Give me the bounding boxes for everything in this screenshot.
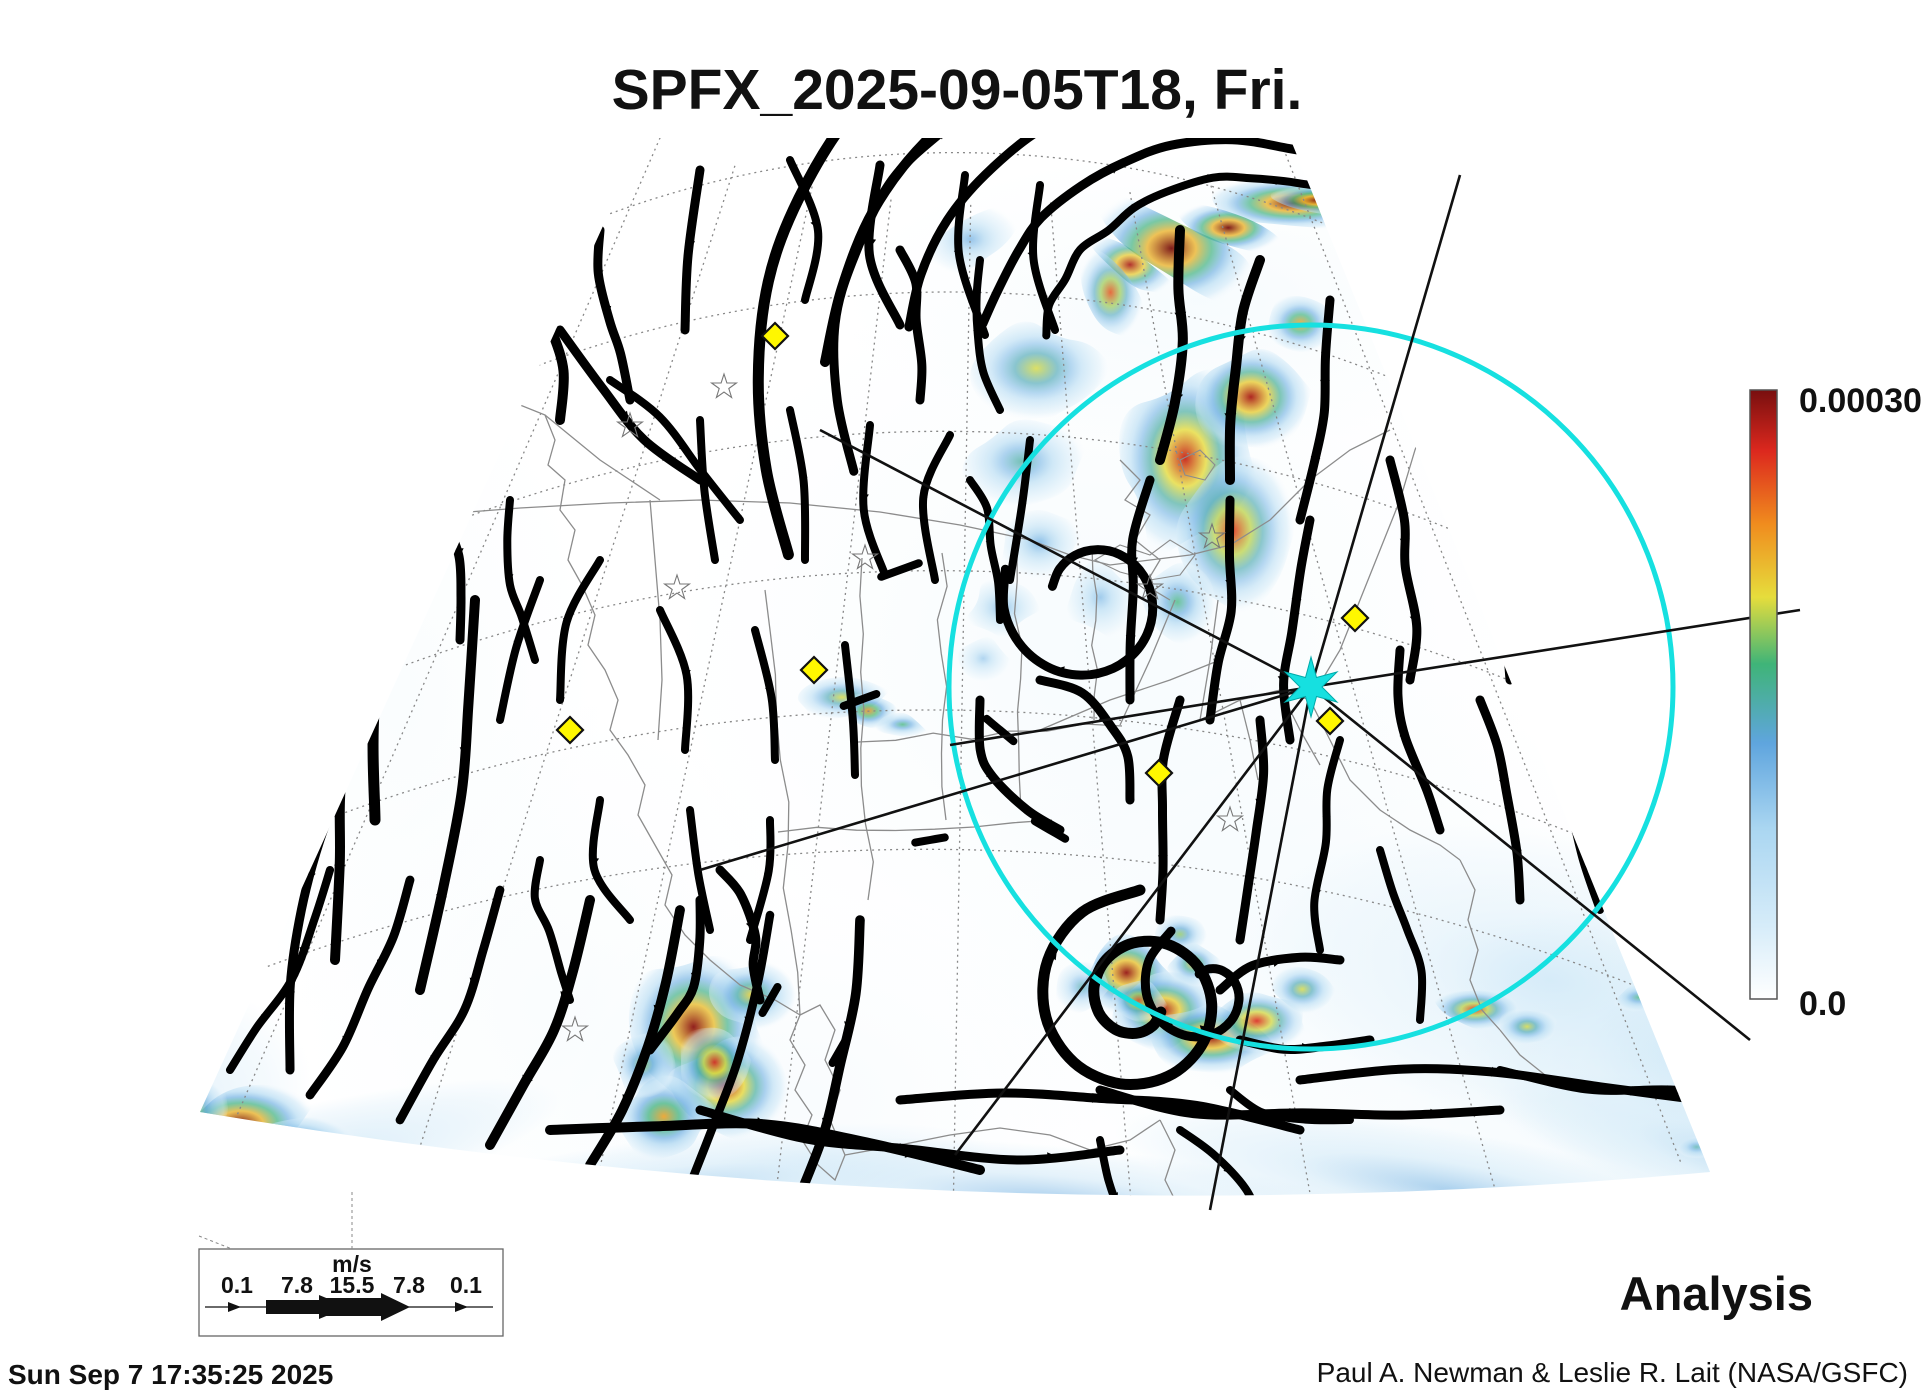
svg-text:7.8: 7.8	[393, 1272, 425, 1298]
svg-text:0.1: 0.1	[221, 1272, 253, 1298]
svg-text:Paul A. Newman & Leslie R. Lai: Paul A. Newman & Leslie R. Lait (NASA/GS…	[1317, 1357, 1908, 1388]
svg-text:0.0: 0.0	[1799, 985, 1846, 1023]
svg-text:Sun Sep 7 17:35:25 2025: Sun Sep 7 17:35:25 2025	[8, 1359, 333, 1390]
svg-text:0.00030: 0.00030	[1799, 382, 1922, 420]
svg-text:SPFX_2025-09-05T18, Fri.: SPFX_2025-09-05T18, Fri.	[612, 58, 1303, 122]
svg-text:0.1: 0.1	[450, 1272, 482, 1298]
svg-text:7.8: 7.8	[281, 1272, 313, 1298]
svg-text:Analysis: Analysis	[1620, 1267, 1813, 1320]
svg-text:15.5: 15.5	[330, 1272, 375, 1298]
